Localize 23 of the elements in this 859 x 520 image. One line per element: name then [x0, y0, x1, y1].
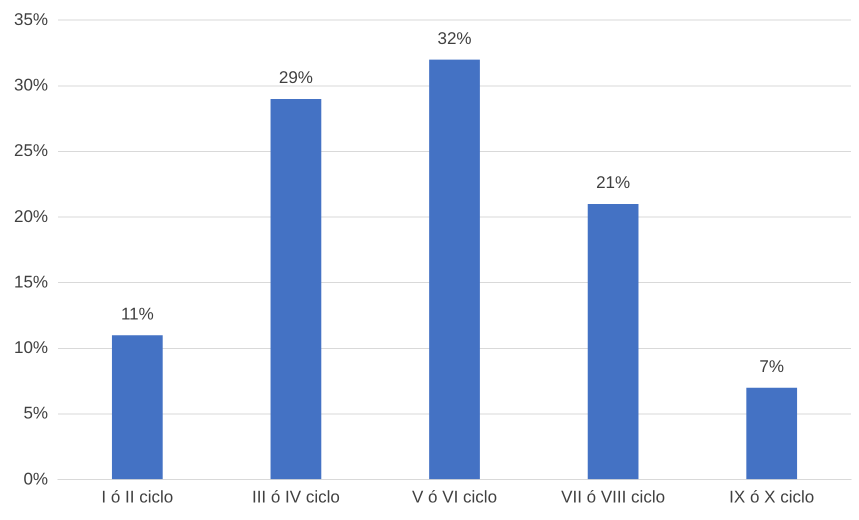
data-label: 7%: [759, 356, 784, 376]
y-tick-label: 0%: [23, 469, 48, 488]
bar: [429, 60, 480, 480]
data-label: 32%: [437, 28, 472, 48]
y-tick-label: 35%: [14, 10, 48, 29]
y-tick-label: 5%: [23, 404, 48, 423]
data-label: 11%: [120, 304, 154, 324]
bar: [112, 335, 163, 480]
x-tick-label: IX ó X ciclo: [729, 487, 814, 506]
y-tick-label: 25%: [14, 141, 48, 160]
y-tick-label: 15%: [14, 272, 48, 292]
bar: [588, 204, 638, 480]
x-tick-label: V ó VI ciclo: [412, 487, 498, 506]
y-tick-label: 30%: [14, 76, 48, 95]
y-tick-label: 20%: [14, 206, 48, 226]
x-tick-label: III ó IV ciclo: [252, 487, 340, 506]
data-label: 21%: [596, 173, 630, 192]
bar: [746, 388, 798, 480]
y-tick-label: 10%: [14, 338, 48, 358]
x-tick-label: VII ó VIII ciclo: [561, 487, 666, 506]
data-label: 29%: [278, 68, 313, 88]
x-tick-label: I ó II ciclo: [101, 487, 174, 506]
bar: [270, 98, 322, 480]
